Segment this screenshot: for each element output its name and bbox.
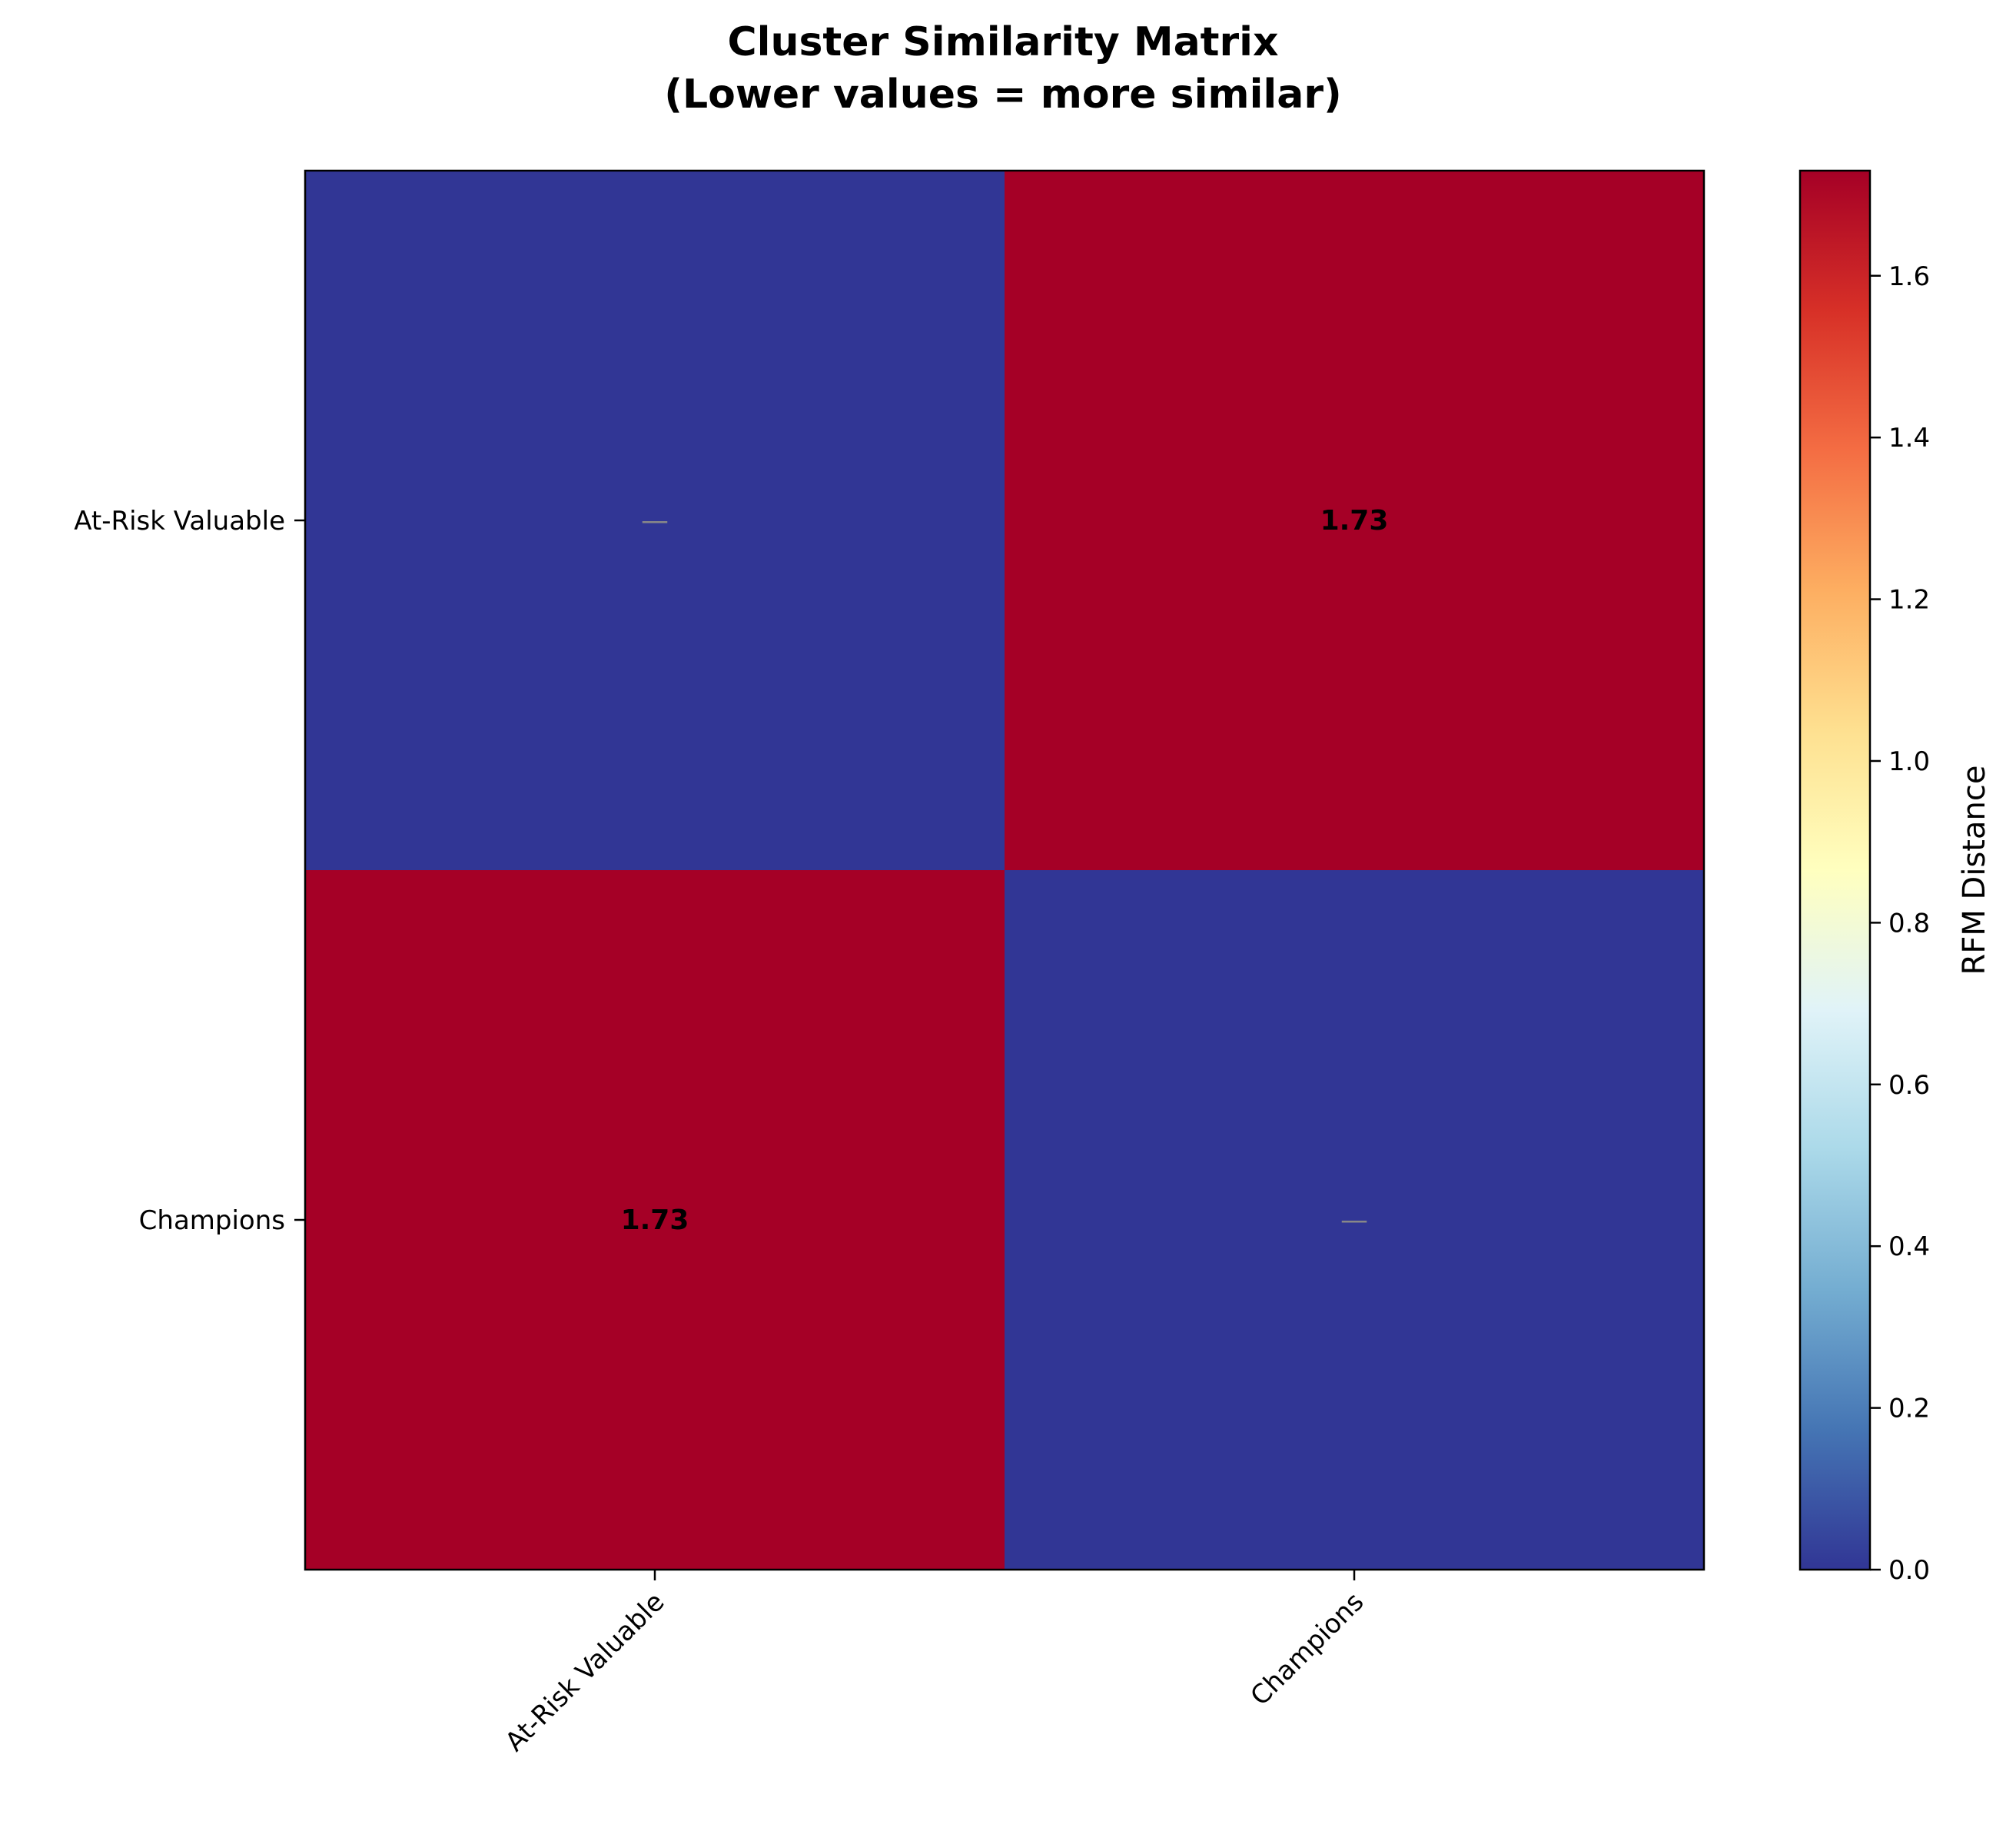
cell-value-label-r1-c0: 1.73 (621, 1205, 689, 1236)
cell-value-label-r0-c0: — (641, 505, 669, 537)
cell-value-label-r1-c1: — (1340, 1205, 1368, 1236)
colorbar-tick-label: 1.0 (1888, 746, 1930, 777)
colorbar (1798, 169, 1872, 1571)
colorbar-tick-label: 0.4 (1888, 1231, 1930, 1262)
heatmap-cells (305, 171, 1704, 1570)
chart-title-line-2: (Lower values = more similar) (664, 71, 1342, 118)
heatmap-cell-labels: — 1.73 1.73 — (621, 505, 1389, 1236)
x-tick-label: Champions (1244, 1587, 1370, 1712)
y-tick-label: At-Risk Valuable (74, 506, 285, 537)
heatmap-cell-r0-c1 (1005, 171, 1704, 870)
colorbar-ticks: 0.0 0.2 0.4 0.6 0.8 1.0 1.2 1.4 1.6 (1870, 261, 1930, 1586)
y-axis-ticks: At-Risk Valuable Champions (74, 506, 305, 1236)
colorbar-label: RFM Distance (1957, 766, 1992, 975)
colorbar-tick-label: 0.6 (1888, 1070, 1930, 1101)
colorbar-tick-label: 0.2 (1888, 1394, 1930, 1424)
colorbar-tick-label: 1.2 (1888, 585, 1930, 616)
x-axis-ticks: At-Risk Valuable Champions (500, 1570, 1370, 1758)
colorbar-tick-label: 1.6 (1888, 261, 1930, 292)
colorbar-tick-label: 1.4 (1888, 423, 1930, 454)
colorbar-tick-label: 0.0 (1888, 1555, 1930, 1586)
heatmap-frame (304, 169, 1705, 1571)
heatmap-cell-r0-c0 (305, 171, 1005, 870)
chart-title-line-1: Cluster Similarity Matrix (727, 19, 1278, 65)
x-tick-label: At-Risk Valuable (500, 1587, 671, 1758)
y-tick-label: Champions (139, 1205, 285, 1236)
heatmap-cell-r1-c0 (305, 870, 1005, 1570)
colorbar-tick-label: 0.8 (1888, 908, 1930, 939)
heatmap-cell-r1-c1 (1005, 870, 1704, 1570)
cell-value-label-r0-c1: 1.73 (1320, 505, 1389, 537)
